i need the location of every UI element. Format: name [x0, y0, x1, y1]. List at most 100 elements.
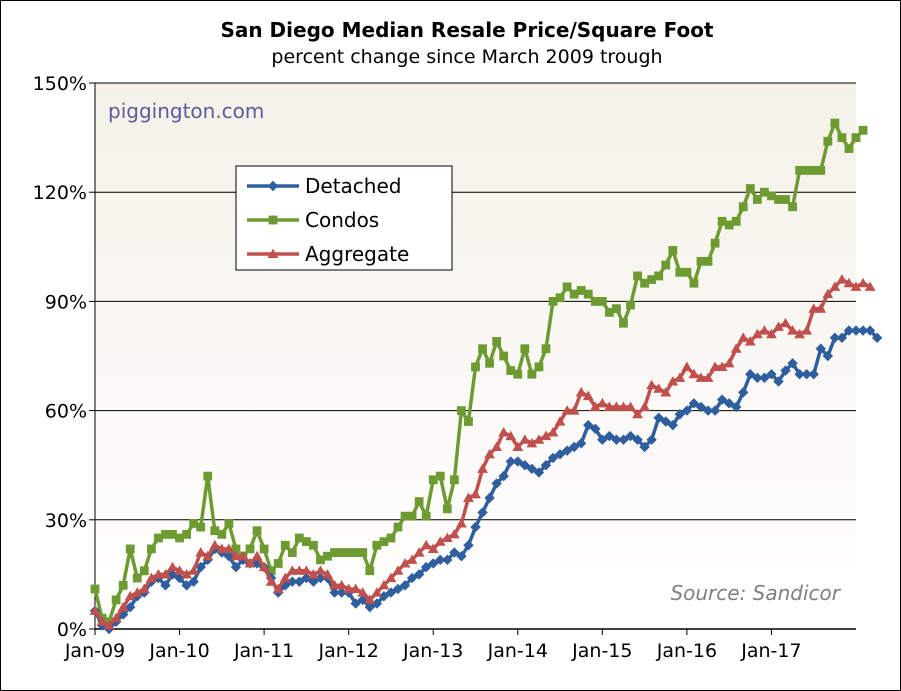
point-aggregate — [300, 565, 312, 575]
point-condos — [196, 522, 206, 532]
point-condos — [823, 136, 833, 146]
point-aggregate — [822, 288, 834, 299]
point-condos — [654, 271, 664, 281]
point-aggregate — [413, 547, 425, 557]
point-condos — [759, 187, 769, 197]
point-detached — [371, 598, 383, 609]
point-aggregate — [110, 612, 122, 623]
point-condos — [386, 533, 396, 543]
point-condos — [640, 278, 650, 288]
point-detached — [688, 398, 700, 409]
point-aggregate — [308, 569, 319, 579]
point-condos — [161, 529, 170, 539]
point-aggregate — [596, 397, 608, 408]
point-condos — [217, 529, 227, 539]
point-condos — [344, 548, 354, 557]
point-condos — [597, 297, 607, 306]
point-aggregate — [611, 401, 622, 412]
point-aggregate — [660, 387, 672, 397]
point-detached — [315, 572, 326, 584]
point-detached — [230, 561, 242, 573]
point-condos — [400, 511, 410, 521]
legend-marker-detached — [267, 180, 279, 192]
point-detached — [428, 558, 439, 569]
y-tick-label: 0% — [57, 619, 87, 641]
point-detached — [491, 478, 502, 489]
point-condos — [280, 540, 290, 550]
point-aggregate — [371, 587, 383, 597]
point-aggregate — [864, 281, 876, 291]
point-aggregate — [477, 463, 488, 473]
point-aggregate — [251, 550, 263, 561]
point-aggregate — [674, 372, 686, 382]
x-tick-label: Jan-16 — [656, 640, 717, 662]
point-aggregate — [801, 325, 813, 335]
point-condos — [774, 195, 783, 204]
y-tick-label: 30% — [45, 510, 87, 532]
point-condos — [668, 246, 678, 255]
point-detached — [399, 580, 411, 591]
point-condos — [90, 584, 100, 594]
point-aggregate — [702, 372, 714, 382]
x-tick-label: Jan-13 — [402, 640, 463, 662]
point-condos — [365, 566, 375, 576]
point-aggregate — [265, 576, 277, 586]
point-aggregate — [554, 416, 566, 426]
point-detached — [618, 434, 629, 445]
x-tick-label: Jan-11 — [233, 640, 294, 662]
point-aggregate — [357, 587, 369, 597]
point-condos — [125, 544, 135, 554]
point-aggregate — [709, 361, 721, 371]
point-condos — [294, 533, 304, 543]
point-detached — [674, 409, 686, 420]
point-condos — [499, 351, 509, 361]
point-condos — [372, 540, 382, 550]
point-condos — [414, 497, 424, 506]
point-aggregate — [463, 492, 474, 503]
point-detached — [583, 419, 594, 431]
point-aggregate — [758, 325, 770, 335]
point-aggregate — [723, 357, 735, 368]
point-condos — [802, 165, 812, 175]
point-aggregate — [167, 561, 178, 572]
point-aggregate — [420, 539, 432, 550]
x-tick-label: Jan-10 — [148, 640, 209, 662]
point-detached — [808, 369, 819, 380]
point-aggregate — [138, 583, 150, 594]
point-aggregate — [688, 368, 700, 379]
point-aggregate — [773, 321, 784, 331]
point-condos — [224, 519, 234, 528]
point-aggregate — [639, 401, 651, 412]
point-condos — [689, 278, 699, 288]
point-aggregate — [589, 401, 601, 412]
point-detached — [533, 467, 545, 478]
point-detached — [843, 325, 855, 336]
point-detached — [801, 369, 812, 380]
point-aggregate — [406, 554, 418, 564]
point-condos — [182, 529, 192, 539]
point-aggregate — [582, 390, 594, 401]
point-detached — [392, 583, 404, 595]
point-condos — [330, 548, 339, 557]
point-aggregate — [850, 281, 862, 291]
point-condos — [309, 540, 318, 550]
point-condos — [245, 544, 255, 554]
y-tick-label: 90% — [45, 291, 87, 313]
point-aggregate — [568, 405, 580, 415]
point-aggregate — [131, 587, 143, 597]
point-condos — [647, 275, 657, 284]
point-detached — [716, 394, 728, 405]
point-condos — [710, 238, 720, 248]
legend-label-aggregate: Aggregate — [305, 242, 409, 266]
point-condos — [252, 526, 262, 536]
point-condos — [724, 220, 734, 230]
point-aggregate — [117, 601, 129, 612]
point-aggregate — [378, 579, 390, 590]
point-detached — [857, 325, 869, 336]
point-aggregate — [519, 434, 531, 444]
point-aggregate — [766, 328, 777, 339]
point-aggregate — [124, 590, 136, 601]
point-aggregate — [329, 579, 340, 590]
point-aggregate — [737, 332, 749, 342]
